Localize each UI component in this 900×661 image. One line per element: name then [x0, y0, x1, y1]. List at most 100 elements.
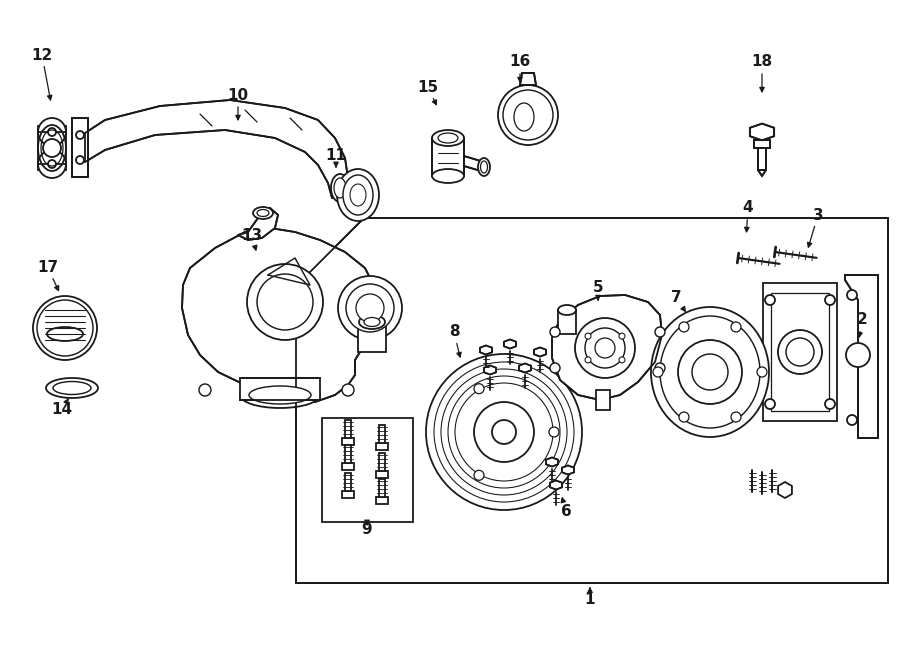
- Ellipse shape: [478, 158, 490, 176]
- Polygon shape: [845, 275, 878, 438]
- Circle shape: [43, 139, 61, 157]
- Bar: [379, 453, 385, 471]
- Polygon shape: [546, 457, 558, 467]
- Circle shape: [76, 156, 84, 164]
- Circle shape: [455, 383, 553, 481]
- Text: 10: 10: [228, 87, 248, 102]
- Bar: [596, 390, 610, 410]
- Circle shape: [498, 85, 558, 145]
- Polygon shape: [520, 73, 536, 85]
- Polygon shape: [238, 208, 278, 240]
- Polygon shape: [750, 124, 774, 140]
- Bar: [240, 378, 320, 400]
- Polygon shape: [562, 465, 574, 475]
- Circle shape: [503, 90, 553, 140]
- Polygon shape: [484, 366, 496, 375]
- Circle shape: [585, 357, 591, 363]
- Ellipse shape: [337, 169, 379, 221]
- Ellipse shape: [432, 130, 464, 146]
- Ellipse shape: [364, 317, 380, 327]
- Text: 3: 3: [813, 208, 824, 223]
- Ellipse shape: [334, 178, 346, 198]
- Bar: [376, 443, 388, 450]
- Polygon shape: [464, 156, 484, 172]
- Circle shape: [575, 318, 635, 378]
- Circle shape: [257, 274, 313, 330]
- Bar: [376, 497, 388, 504]
- Circle shape: [679, 322, 689, 332]
- Text: 13: 13: [241, 227, 263, 243]
- Circle shape: [48, 128, 56, 136]
- Polygon shape: [432, 138, 464, 176]
- Circle shape: [595, 338, 615, 358]
- Circle shape: [48, 160, 56, 168]
- Ellipse shape: [331, 174, 349, 202]
- Circle shape: [692, 354, 728, 390]
- Bar: [379, 425, 385, 443]
- Circle shape: [342, 384, 354, 396]
- Circle shape: [847, 415, 857, 425]
- Polygon shape: [758, 170, 766, 176]
- Ellipse shape: [47, 327, 83, 341]
- Ellipse shape: [249, 386, 311, 404]
- Circle shape: [474, 470, 484, 481]
- Bar: [558, 310, 576, 334]
- Circle shape: [757, 367, 767, 377]
- Circle shape: [441, 369, 567, 495]
- Ellipse shape: [253, 207, 273, 219]
- Circle shape: [474, 402, 534, 462]
- Text: 11: 11: [326, 147, 346, 163]
- Circle shape: [434, 362, 574, 502]
- Circle shape: [765, 295, 775, 305]
- Circle shape: [550, 363, 560, 373]
- Circle shape: [846, 343, 870, 367]
- Circle shape: [38, 150, 66, 178]
- Text: 4: 4: [742, 200, 753, 215]
- Text: 1: 1: [585, 592, 595, 607]
- Circle shape: [338, 276, 402, 340]
- Bar: [379, 479, 385, 497]
- Circle shape: [426, 354, 582, 510]
- Circle shape: [678, 340, 742, 404]
- Text: 9: 9: [362, 522, 373, 537]
- Circle shape: [765, 399, 775, 409]
- Ellipse shape: [481, 161, 488, 173]
- Ellipse shape: [257, 210, 269, 217]
- Circle shape: [448, 376, 560, 488]
- Circle shape: [619, 333, 625, 339]
- Ellipse shape: [558, 305, 576, 315]
- Ellipse shape: [660, 316, 760, 428]
- Circle shape: [655, 327, 665, 337]
- Circle shape: [33, 296, 97, 360]
- Ellipse shape: [438, 133, 458, 143]
- Bar: [342, 491, 354, 498]
- Text: 6: 6: [561, 504, 572, 520]
- Ellipse shape: [350, 184, 366, 206]
- Ellipse shape: [240, 382, 320, 408]
- Bar: [345, 420, 351, 438]
- Polygon shape: [552, 295, 662, 400]
- Polygon shape: [778, 482, 792, 498]
- Text: 7: 7: [670, 290, 681, 305]
- Circle shape: [585, 333, 591, 339]
- Circle shape: [731, 412, 741, 422]
- Polygon shape: [85, 100, 348, 198]
- Bar: [376, 471, 388, 478]
- Circle shape: [619, 357, 625, 363]
- Circle shape: [653, 367, 663, 377]
- Circle shape: [38, 118, 66, 146]
- Bar: [345, 473, 351, 491]
- Bar: [771, 293, 829, 411]
- Circle shape: [492, 420, 516, 444]
- Ellipse shape: [432, 169, 464, 183]
- Bar: [754, 140, 770, 148]
- Circle shape: [786, 338, 814, 366]
- Circle shape: [731, 322, 741, 332]
- Circle shape: [76, 131, 84, 139]
- Circle shape: [778, 330, 822, 374]
- Circle shape: [474, 383, 484, 394]
- Bar: [345, 445, 351, 463]
- Polygon shape: [504, 340, 516, 348]
- Polygon shape: [480, 346, 492, 354]
- Text: 5: 5: [593, 280, 603, 295]
